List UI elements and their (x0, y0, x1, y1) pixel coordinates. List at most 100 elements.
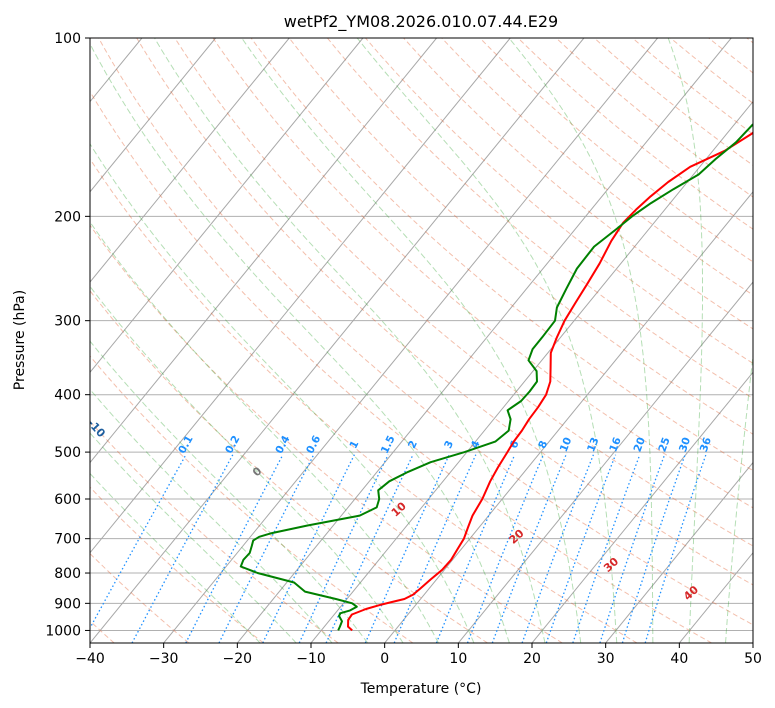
dry-adiabat (555, 38, 753, 198)
y-axis-label: Pressure (hPa) (12, 290, 28, 390)
mixing-ratio-label: 20 (632, 436, 648, 454)
dry-adiabat (288, 38, 753, 435)
mixing-ratio-line (572, 454, 641, 643)
x-tick-label: −30 (149, 651, 179, 667)
y-tick-label: 900 (54, 596, 81, 612)
skewed-isotherms (90, 38, 753, 643)
mixing-ratio-line (466, 454, 544, 643)
dewpoint-line (239, 123, 753, 631)
mixing-ratio-label: 6 (508, 439, 522, 450)
dry-adiabat (593, 38, 753, 166)
y-tick-label: 800 (54, 566, 81, 582)
x-tick-label: −20 (223, 651, 253, 667)
mixing-ratio-line (262, 454, 355, 643)
dry-adiabat (90, 224, 563, 643)
mixing-ratio-label: 3 (442, 439, 456, 451)
mixing-ratio-label: 4 (469, 439, 483, 451)
moist-adiabat (90, 221, 439, 643)
temperature-line (347, 131, 753, 632)
y-tick-label: 200 (54, 209, 81, 225)
profile-series (239, 123, 753, 632)
mixing-ratio-label: 2 (406, 439, 420, 451)
mixing-ratio-line (521, 454, 595, 643)
isotherm-line (90, 38, 290, 283)
dry-adiabat (403, 38, 753, 330)
mixing-ratio-line (491, 454, 567, 643)
isotherm-line (531, 371, 753, 643)
dry-adiabat (98, 38, 753, 626)
y-tick-label: 100 (54, 31, 81, 47)
moist-adiabat (90, 285, 404, 643)
x-tick-label: 0 (380, 651, 389, 667)
y-tick-label: 300 (54, 314, 81, 330)
mixing-ratio-line (298, 454, 389, 643)
isotherm-line (90, 38, 437, 464)
chart-title: wetPf2_YM08.2026.010.07.44.E29 (284, 12, 558, 32)
y-tick-label: 600 (54, 492, 81, 508)
mixing-ratio-label: 16 (607, 436, 623, 454)
dry-adiabat (90, 158, 638, 643)
mixing-ratio-line (621, 454, 686, 643)
mixing-ratio-label: 30 (677, 436, 693, 454)
mixing-ratio-line (185, 454, 284, 643)
moist-adiabat (725, 350, 753, 643)
x-axis-label: Temperature (°C) (360, 681, 482, 697)
x-tick-label: 30 (597, 651, 615, 667)
y-tick-label: 500 (54, 445, 81, 461)
y-tick-label: 400 (54, 388, 81, 404)
dry-adiabats (90, 38, 753, 643)
dry-adiabat (365, 38, 753, 364)
x-tick-label: 20 (523, 651, 541, 667)
moist-adiabat (154, 38, 546, 643)
isotherm-line (90, 38, 216, 193)
dry-adiabat (174, 38, 753, 547)
mixing-ratio-label: 36 (698, 436, 714, 454)
isotherm-line (605, 461, 753, 643)
dry-adiabat (479, 38, 753, 263)
dry-adiabat (136, 38, 753, 586)
dry-adiabat (250, 38, 753, 472)
moist-adiabat (90, 340, 369, 643)
x-tick-label: 10 (449, 651, 467, 667)
isotherm-line (457, 281, 753, 643)
x-tick-label: 40 (670, 651, 688, 667)
mixing-ratio-line (325, 454, 414, 643)
isotherm-line (236, 38, 732, 643)
mixing-ratio-label: 13 (585, 436, 602, 454)
plot-frame (89, 37, 754, 644)
moist-adiabat (90, 472, 261, 643)
mixing-ratio-label: 10 (558, 436, 575, 454)
moist-adiabat (667, 38, 703, 643)
isotherm-line (90, 38, 511, 554)
axis-ticks: −40 −30 −20 −10 0 10 20 30 40 50 100 200 300 400 500 60… (45, 31, 762, 667)
dry-adiabat (90, 420, 339, 643)
isotherm-line (163, 38, 658, 643)
mixing-ratio-label: 8 (536, 439, 550, 450)
mixing-ratio-line (545, 454, 617, 643)
moist-adiabat (90, 42, 510, 643)
plot-area: -100-90-80-70-60-50-40-30-20-100.10.20.4… (90, 38, 753, 643)
dry-adiabat (90, 486, 264, 643)
isotherm-line (90, 38, 585, 643)
moist-adiabat (90, 432, 297, 643)
mixing-ratio-lines (90, 454, 707, 643)
y-tick-label: 700 (54, 532, 81, 548)
x-tick-label: −40 (75, 651, 105, 667)
isotherm-line (90, 38, 364, 374)
mixing-ratio-label: 1 (347, 439, 361, 451)
mixing-ratio-label: 25 (656, 436, 672, 454)
moist-adiabat (508, 38, 654, 643)
dry-adiabat (90, 90, 712, 643)
mixing-ratio-line (644, 454, 707, 643)
isotherm-line (310, 100, 753, 643)
mixing-ratio-line (218, 454, 315, 643)
x-tick-label: −10 (296, 651, 326, 667)
isotherm-line (384, 191, 753, 643)
y-tick-label: 1000 (45, 623, 81, 639)
mixing-ratio-line (599, 454, 666, 643)
moist-adiabat (90, 388, 333, 643)
pressure-gridlines (90, 38, 753, 631)
x-tick-label: 50 (744, 651, 762, 667)
